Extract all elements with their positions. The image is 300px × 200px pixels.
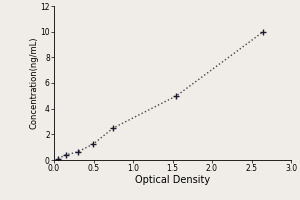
Y-axis label: Concentration(ng/mL): Concentration(ng/mL): [30, 37, 39, 129]
X-axis label: Optical Density: Optical Density: [135, 175, 210, 185]
